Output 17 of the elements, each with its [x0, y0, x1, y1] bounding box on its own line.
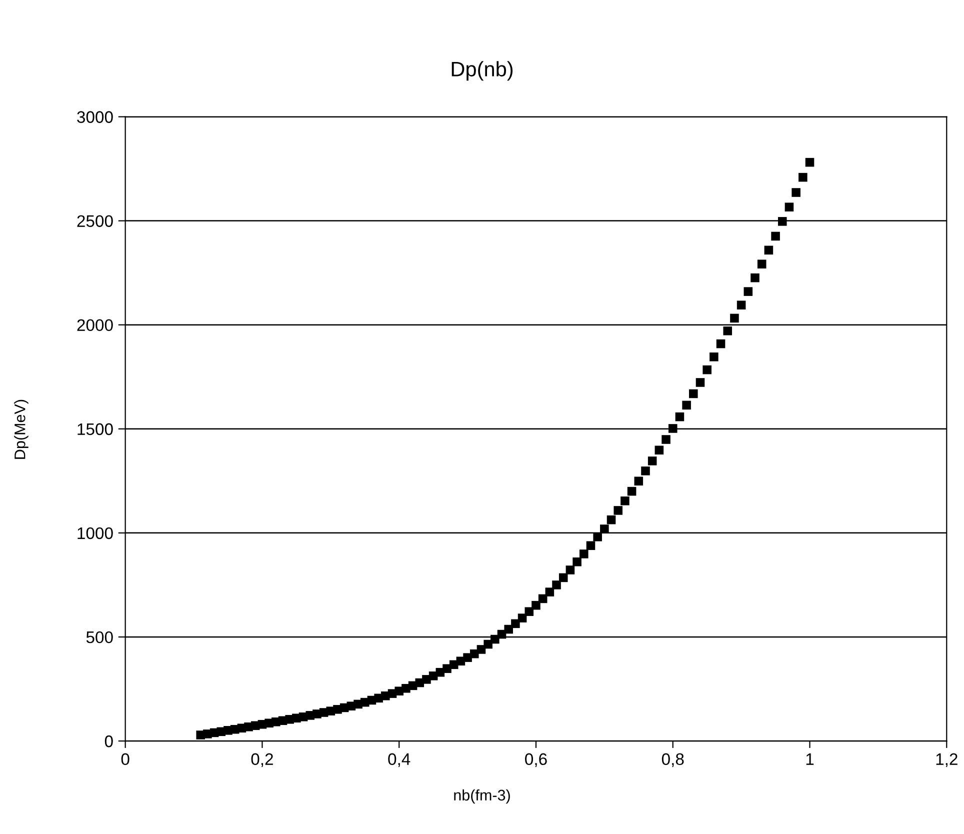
- x-tick-label: 1,2: [936, 753, 958, 768]
- y-tick-label: 2500: [77, 215, 113, 228]
- x-tick-label: 0,4: [388, 753, 410, 768]
- x-tick-label: 0,8: [662, 753, 684, 768]
- x-tick-label: 0,2: [251, 753, 273, 768]
- y-tick-label: 3000: [77, 111, 113, 123]
- y-tick-label: 500: [86, 631, 113, 644]
- x-tick-label: 0,6: [525, 753, 547, 768]
- y-axis-title: Dp(MeV): [14, 400, 28, 459]
- y-tick-label: 1000: [78, 527, 113, 540]
- y-tick-label: 2000: [77, 319, 113, 332]
- y-tick-label: 1500: [78, 423, 113, 436]
- x-tick-label: 1: [806, 753, 814, 765]
- y-tick-label: 0: [104, 735, 113, 748]
- chart-title: Dp(nb): [452, 61, 513, 81]
- x-axis-title: nb(fm-3): [454, 789, 510, 804]
- x-tick-label: 0: [121, 753, 130, 766]
